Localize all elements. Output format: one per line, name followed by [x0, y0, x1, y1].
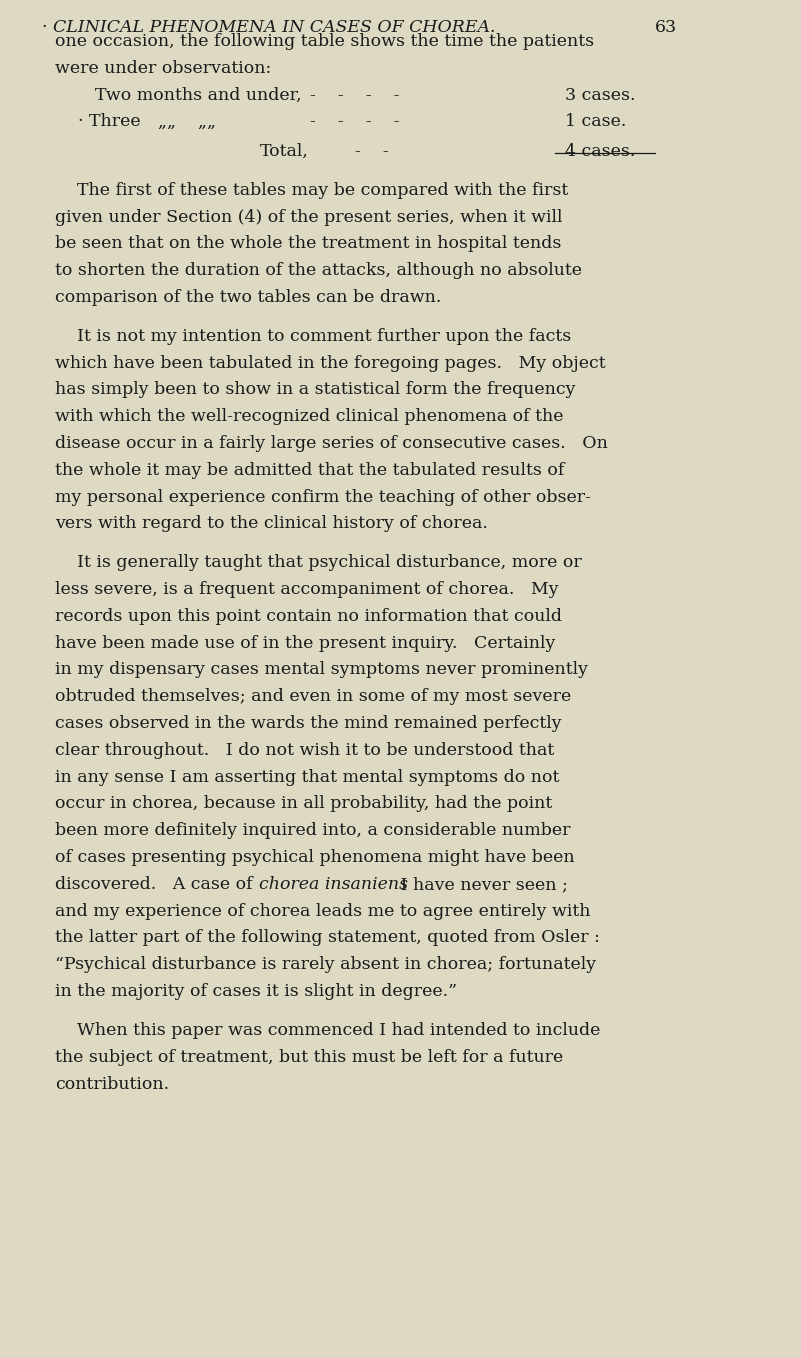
Text: -    -: - -	[355, 143, 388, 160]
Text: records upon this point contain no information that could: records upon this point contain no infor…	[55, 608, 562, 625]
Text: · CLINICAL PHENOMENA IN CASES OF CHOREA.: · CLINICAL PHENOMENA IN CASES OF CHOREA.	[42, 19, 496, 37]
Text: Two months and under,: Two months and under,	[95, 87, 302, 103]
Text: which have been tabulated in the foregoing pages.   My object: which have been tabulated in the foregoi…	[55, 354, 606, 372]
Text: -    -    -    -: - - - -	[310, 87, 400, 103]
Text: When this paper was commenced I had intended to include: When this paper was commenced I had inte…	[55, 1023, 601, 1039]
Text: were under observation:: were under observation:	[55, 60, 272, 77]
Text: to shorten the duration of the attacks, although no absolute: to shorten the duration of the attacks, …	[55, 262, 582, 280]
Text: my personal experience confirm the teaching of other obser-: my personal experience confirm the teach…	[55, 489, 591, 505]
Text: “Psychical disturbance is rarely absent in chorea; fortunately: “Psychical disturbance is rarely absent …	[55, 956, 596, 974]
Text: · Three: · Three	[78, 114, 141, 130]
Text: has simply been to show in a statistical form the frequency: has simply been to show in a statistical…	[55, 382, 575, 398]
Text: have been made use of in the present inquiry.   Certainly: have been made use of in the present inq…	[55, 634, 555, 652]
Text: chorea insaniens: chorea insaniens	[259, 876, 408, 892]
Text: -    -    -    -: - - - -	[310, 114, 400, 130]
Text: discovered.   A case of: discovered. A case of	[55, 876, 258, 892]
Text: vers with regard to the clinical history of chorea.: vers with regard to the clinical history…	[55, 516, 488, 532]
Text: clear throughout.   I do not wish it to be understood that: clear throughout. I do not wish it to be…	[55, 741, 554, 759]
Text: contribution.: contribution.	[55, 1076, 169, 1093]
Text: given under Section (4) of the present series, when it will: given under Section (4) of the present s…	[55, 209, 562, 225]
Text: obtruded themselves; and even in some of my most severe: obtruded themselves; and even in some of…	[55, 689, 571, 705]
Text: The first of these tables may be compared with the first: The first of these tables may be compare…	[55, 182, 568, 198]
Text: in my dispensary cases mental symptoms never prominently: in my dispensary cases mental symptoms n…	[55, 661, 588, 679]
Text: the whole it may be admitted that the tabulated results of: the whole it may be admitted that the ta…	[55, 462, 565, 479]
Text: occur in chorea, because in all probability, had the point: occur in chorea, because in all probabil…	[55, 796, 552, 812]
Text: disease occur in a fairly large series of consecutive cases.   On: disease occur in a fairly large series o…	[55, 435, 608, 452]
Text: Total,: Total,	[260, 143, 309, 160]
Text: less severe, is a frequent accompaniment of chorea.   My: less severe, is a frequent accompaniment…	[55, 581, 558, 598]
Text: be seen that on the whole the treatment in hospital tends: be seen that on the whole the treatment …	[55, 235, 562, 253]
Text: and my experience of chorea leads me to agree entirely with: and my experience of chorea leads me to …	[55, 903, 590, 919]
Text: „„    „„: „„ „„	[158, 114, 216, 130]
Text: It is not my intention to comment further upon the facts: It is not my intention to comment furthe…	[55, 327, 571, 345]
Text: of cases presenting psychical phenomena might have been: of cases presenting psychical phenomena …	[55, 849, 574, 866]
Text: the subject of treatment, but this must be left for a future: the subject of treatment, but this must …	[55, 1048, 563, 1066]
Text: comparison of the two tables can be drawn.: comparison of the two tables can be draw…	[55, 289, 441, 306]
Text: in the majority of cases it is slight in degree.”: in the majority of cases it is slight in…	[55, 983, 457, 999]
Text: been more definitely inquired into, a considerable number: been more definitely inquired into, a co…	[55, 822, 570, 839]
Text: 63: 63	[655, 19, 677, 37]
Text: one occasion, the following table shows the time the patients: one occasion, the following table shows …	[55, 33, 594, 50]
Text: the latter part of the following statement, quoted from Osler :: the latter part of the following stateme…	[55, 929, 600, 947]
Text: 3 cases.: 3 cases.	[565, 87, 635, 103]
Text: with which the well-recognized clinical phenomena of the: with which the well-recognized clinical …	[55, 409, 563, 425]
Text: cases observed in the wards the mind remained perfectly: cases observed in the wards the mind rem…	[55, 716, 562, 732]
Text: It is generally taught that psychical disturbance, more or: It is generally taught that psychical di…	[55, 554, 582, 572]
Text: in any sense I am asserting that mental symptoms do not: in any sense I am asserting that mental …	[55, 769, 559, 786]
Text: 1 case.: 1 case.	[565, 114, 626, 130]
Text: 4 cases.: 4 cases.	[565, 143, 635, 160]
Text: I have never seen ;: I have never seen ;	[395, 876, 568, 892]
